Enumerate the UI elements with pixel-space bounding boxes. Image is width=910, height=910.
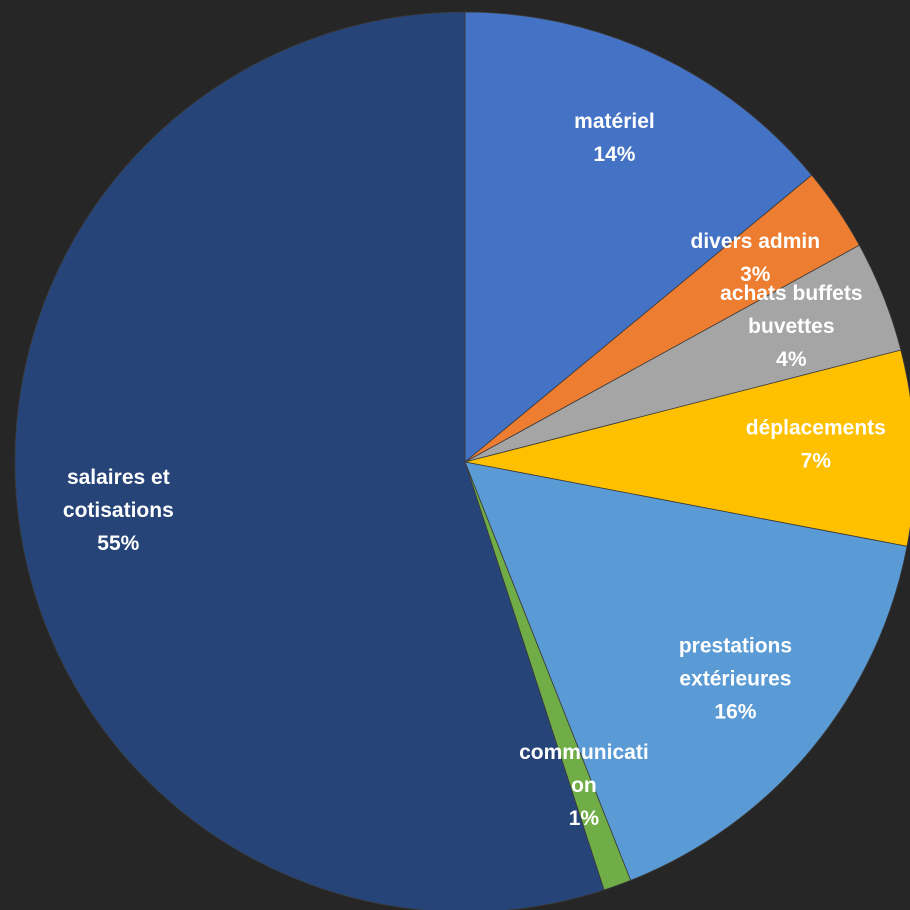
value-label: 7% — [801, 449, 832, 472]
pie-slice — [464, 349, 910, 547]
pie-slice — [14, 11, 605, 910]
value-label: 3% — [740, 263, 771, 286]
slice-label: achats buffets buvettes — [720, 282, 862, 338]
label-line: prestations — [679, 635, 792, 658]
value-label: 14% — [593, 143, 635, 166]
slice-label: prestations extérieures — [679, 635, 792, 691]
label-line: buvettes — [748, 315, 834, 338]
value-label: 55% — [97, 532, 139, 555]
label-line: extérieures — [679, 668, 791, 691]
label-line: salaires et — [67, 466, 170, 489]
value-label: 4% — [776, 348, 807, 371]
slice-label: salaires et cotisations — [63, 466, 174, 522]
pie-slice — [464, 461, 908, 881]
pie-slice — [464, 11, 813, 463]
label-line: déplacements — [746, 416, 886, 439]
label-line: divers admin — [691, 230, 821, 253]
label-line: cotisations — [63, 499, 174, 522]
value-label: 16% — [714, 701, 756, 724]
label-line: on — [571, 774, 597, 797]
label-line: achats buffets — [720, 282, 862, 305]
label-line: matériel — [574, 110, 655, 133]
slice-label: communicati on — [519, 741, 649, 797]
slice-label: matériel — [574, 110, 655, 133]
label-line: communicati — [519, 741, 649, 764]
slice-label: divers admin — [691, 230, 821, 253]
slice-label: déplacements — [746, 416, 886, 439]
value-label: 1% — [569, 807, 600, 830]
